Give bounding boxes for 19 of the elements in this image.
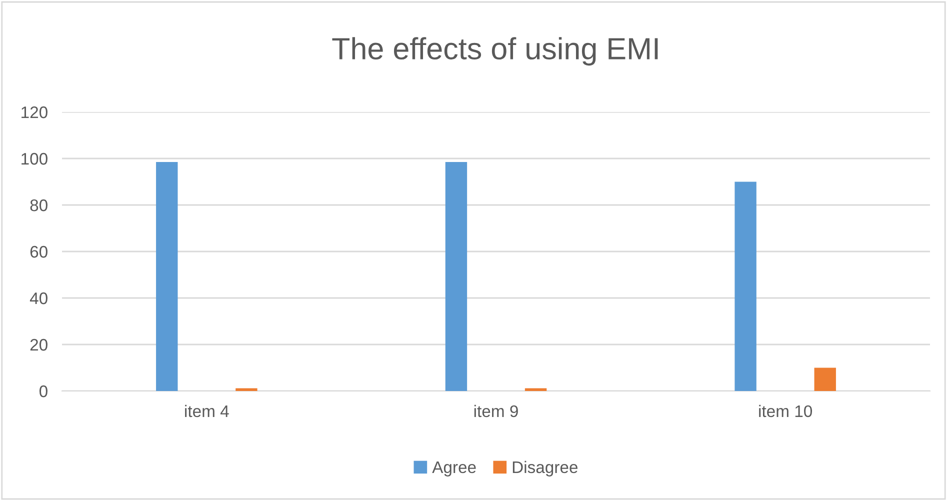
legend-label: Agree: [432, 462, 476, 476]
bar: [734, 182, 756, 391]
y-tick-label: 60: [30, 246, 48, 258]
bar: [236, 388, 258, 391]
bar: [156, 162, 178, 391]
y-tick-label: 80: [30, 199, 48, 212]
chart-title: The effects of using EMI: [332, 37, 658, 66]
y-tick-label: 100: [22, 152, 48, 165]
y-tick-label: 40: [30, 292, 48, 304]
y-tick-label: 0: [39, 385, 48, 398]
bar: [445, 162, 468, 391]
bar: [524, 388, 547, 391]
x-tick-label: item 4: [185, 404, 229, 418]
y-tick-label: 120: [22, 106, 48, 118]
x-tick-label: item 9: [474, 404, 518, 418]
x-tick-label: item 10: [759, 404, 812, 418]
bar: [814, 368, 836, 391]
y-tick-label: 20: [30, 338, 48, 351]
legend-label: Disagree: [512, 460, 578, 476]
